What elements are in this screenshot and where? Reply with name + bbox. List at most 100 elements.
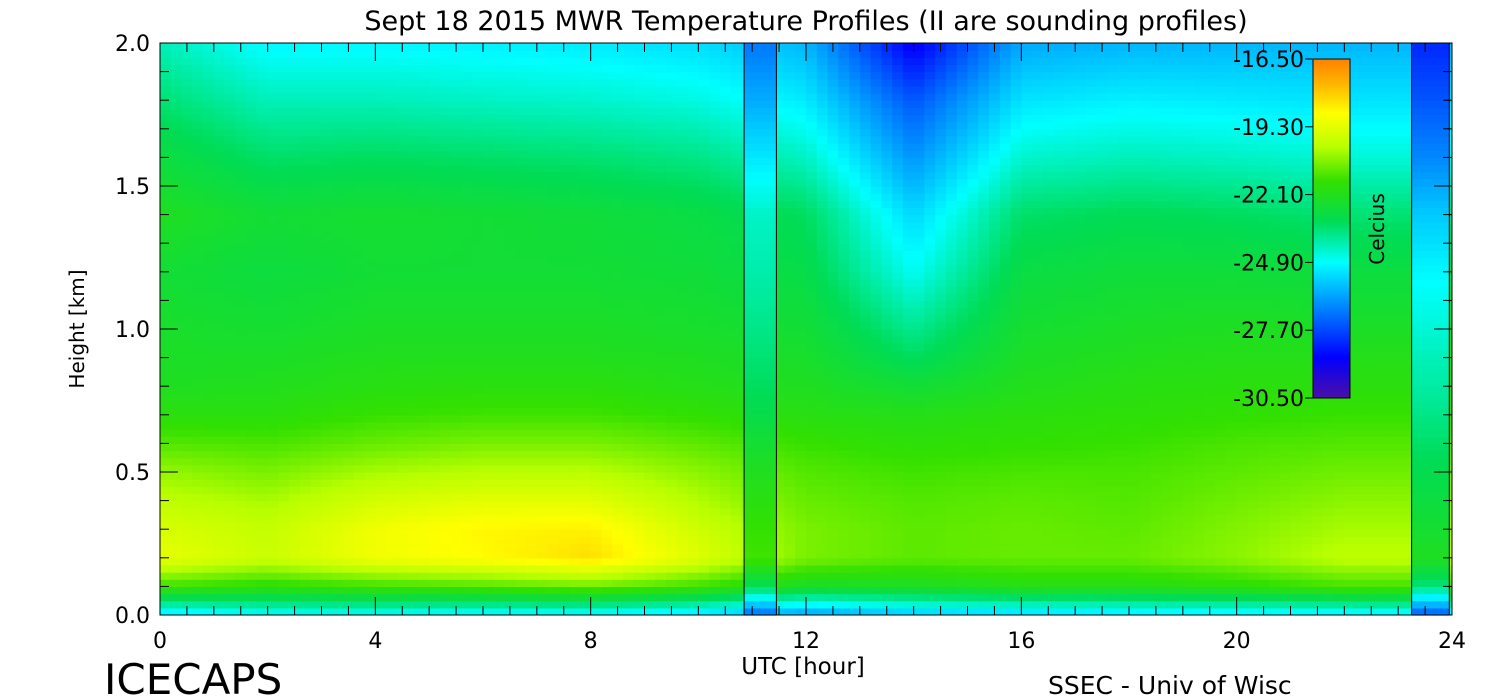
heatmap-cell	[289, 78, 301, 87]
heatmap-cell	[558, 257, 570, 266]
heatmap-cell	[547, 193, 559, 201]
heatmap-cell	[493, 143, 506, 151]
heatmap-cell	[418, 307, 430, 316]
heatmap-cell	[299, 543, 312, 552]
heatmap-cell	[170, 472, 183, 480]
heatmap-cell	[343, 493, 355, 502]
heatmap-cell	[730, 393, 742, 402]
heatmap-cell	[827, 364, 839, 373]
heatmap-cell	[483, 600, 495, 609]
heatmap-cell	[192, 564, 204, 573]
heatmap-cell	[676, 500, 689, 509]
heatmap-cell	[526, 57, 538, 66]
heatmap-cell	[472, 386, 484, 394]
heatmap-cell	[364, 343, 376, 352]
heatmap-cell	[224, 135, 236, 144]
heatmap-cell	[213, 457, 226, 466]
heatmap-cell	[429, 572, 441, 580]
heatmap-cell	[504, 529, 516, 537]
heatmap-cell	[299, 450, 312, 459]
heatmap-cell	[558, 400, 570, 409]
heatmap-cell	[536, 150, 549, 158]
heatmap-cell	[246, 486, 258, 495]
heatmap-cell	[170, 200, 183, 209]
heatmap-cell	[483, 472, 495, 480]
heatmap-cell	[483, 500, 495, 509]
heatmap-cell	[590, 593, 603, 602]
heatmap-cell	[633, 286, 646, 294]
heatmap-cell	[622, 50, 635, 58]
heatmap-cell	[386, 114, 398, 123]
heatmap-cell	[795, 543, 807, 552]
heatmap-cell	[461, 557, 473, 566]
heatmap-cell	[472, 371, 484, 380]
heatmap-cell	[795, 514, 807, 523]
heatmap-cell	[483, 78, 495, 87]
heatmap-cell	[666, 371, 678, 380]
heatmap-cell	[504, 307, 516, 316]
heatmap-cell	[299, 207, 312, 216]
heatmap-cell	[396, 143, 409, 151]
heatmap-cell	[343, 450, 355, 459]
heatmap-cell	[396, 457, 409, 466]
heatmap-cell	[267, 200, 280, 209]
heatmap-cell	[160, 421, 172, 430]
heatmap-cell	[676, 564, 689, 573]
heatmap-cell	[483, 193, 495, 201]
heatmap-cell	[256, 386, 269, 394]
heatmap-cell	[795, 300, 807, 309]
heatmap-cell	[547, 607, 559, 615]
heatmap-cell	[364, 421, 376, 430]
heatmap-cell	[612, 357, 624, 366]
heatmap-cell	[396, 450, 409, 459]
heatmap-cell	[622, 364, 635, 373]
heatmap-cell	[267, 407, 280, 416]
heatmap-cell	[246, 364, 258, 373]
heatmap-cell	[633, 257, 646, 266]
heatmap-cell	[343, 479, 355, 487]
heatmap-cell	[816, 200, 829, 209]
heatmap-cell	[536, 429, 549, 437]
heatmap-cell	[450, 329, 463, 337]
heatmap-cell	[655, 393, 667, 402]
heatmap-cell	[429, 529, 441, 537]
heatmap-cell	[687, 178, 699, 187]
heatmap-cell	[816, 436, 829, 444]
heatmap-cell	[687, 100, 699, 108]
heatmap-cell	[213, 564, 226, 573]
heatmap-cell	[461, 343, 473, 352]
heatmap-cell	[192, 336, 204, 344]
heatmap-cell	[666, 536, 678, 545]
heatmap-cell	[289, 228, 301, 237]
heatmap-cell	[719, 493, 732, 502]
heatmap-cell	[666, 121, 678, 130]
heatmap-cell	[310, 257, 323, 266]
heatmap-cell	[267, 500, 280, 509]
heatmap-cell	[483, 228, 495, 237]
heatmap-cell	[353, 228, 366, 237]
heatmap-cell	[504, 407, 516, 416]
heatmap-cell	[687, 193, 699, 201]
heatmap-cell	[633, 500, 646, 509]
heatmap-cell	[353, 221, 366, 230]
heatmap-cell	[439, 250, 452, 259]
heatmap-cell	[622, 143, 635, 151]
heatmap-cell	[816, 71, 829, 80]
heatmap-cell	[192, 507, 204, 516]
heatmap-cell	[655, 50, 667, 58]
heatmap-cell	[504, 357, 516, 366]
heatmap-cell	[256, 436, 269, 444]
heatmap-cell	[364, 243, 376, 251]
heatmap-cell	[644, 579, 656, 587]
heatmap-cell	[353, 329, 366, 337]
heatmap-cell	[709, 407, 721, 416]
heatmap-cell	[450, 393, 463, 402]
heatmap-cell	[784, 557, 796, 566]
heatmap-cell	[418, 536, 430, 545]
heatmap-cell	[321, 450, 333, 459]
heatmap-cell	[364, 164, 376, 173]
heatmap-cell	[256, 600, 269, 609]
heatmap-cell	[461, 436, 473, 444]
heatmap-cell	[622, 572, 635, 580]
heatmap-cell	[472, 150, 484, 158]
